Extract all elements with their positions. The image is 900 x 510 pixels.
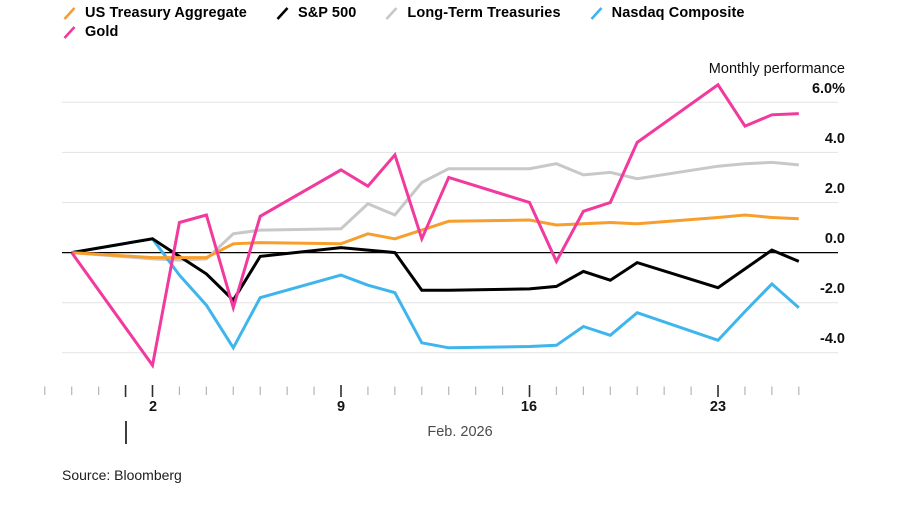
series-line-s-p-500 [71, 237, 800, 303]
x-tick-label-23: 23 [709, 399, 727, 415]
slash-icon [63, 6, 76, 20]
x-tick-label-16: 16 [520, 399, 538, 415]
legend-label: US Treasury Aggregate [85, 5, 247, 21]
legend-item-long-term-treasuries: Long-Term Treasuries [384, 5, 561, 21]
legend-label: Gold [85, 24, 119, 40]
series-line-gold [70, 82, 799, 370]
legend-row-1: US Treasury Aggregate S&P 500 Long-Term … [62, 5, 745, 21]
y-tick-label-0: 0.0 [824, 231, 845, 247]
legend-label: Long-Term Treasuries [407, 5, 561, 21]
x-tick-label-2: 2 [148, 399, 158, 415]
legend-item-nasdaq-composite: Nasdaq Composite [589, 5, 745, 21]
legend-row-2: Gold [62, 24, 745, 40]
y-tick-label-2: 2.0 [824, 181, 845, 197]
x-tick-label-9: 9 [336, 399, 346, 415]
slash-icon [590, 6, 603, 20]
slash-icon [385, 6, 398, 20]
legend-item-gold: Gold [62, 24, 118, 40]
month-boundary-marker [125, 421, 127, 444]
y-tick-label-4: 4.0 [824, 131, 845, 147]
legend-label: Nasdaq Composite [611, 5, 745, 21]
gridlines [62, 101, 838, 354]
y-tick-label-neg2: -2.0 [820, 281, 845, 297]
legend-item-us-treasury-aggregate: US Treasury Aggregate [62, 5, 247, 21]
source-credit: Source: Bloomberg [62, 467, 182, 483]
legend-item-sp500: S&P 500 [275, 5, 356, 21]
slash-icon [63, 25, 76, 39]
x-axis-month-label: Feb. 2026 [427, 424, 493, 440]
series-line-us-treasury-aggregate [71, 213, 799, 260]
series-lines [70, 82, 800, 370]
y-tick-label-6: 6.0% [811, 81, 845, 97]
legend: US Treasury Aggregate S&P 500 Long-Term … [62, 5, 745, 40]
x-axis-ticks [44, 385, 800, 397]
series-line-nasdaq-composite [71, 237, 800, 351]
y-tick-label-neg4: -4.0 [820, 331, 845, 347]
slash-icon [276, 6, 289, 20]
y-axis-title: Monthly performance [708, 61, 845, 77]
legend-label: S&P 500 [297, 5, 357, 21]
